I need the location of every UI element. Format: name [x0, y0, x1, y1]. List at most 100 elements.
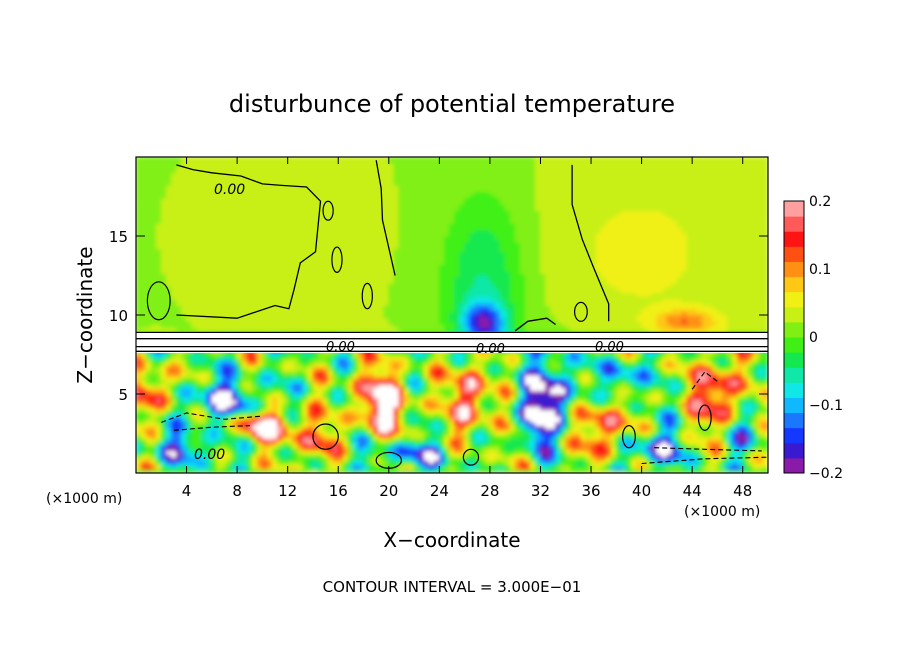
heatmap-cell	[302, 169, 309, 174]
heatmap-cell	[201, 355, 208, 360]
heatmap-cell	[287, 270, 294, 275]
heatmap-cell	[287, 399, 294, 404]
heatmap-cell	[353, 191, 359, 196]
heatmap-cell	[211, 352, 218, 357]
heatmap-cell	[155, 469, 162, 473]
heatmap-cell	[262, 248, 268, 253]
heatmap-cell	[246, 200, 253, 205]
heatmap-cell	[145, 301, 152, 306]
heatmap-cell	[332, 181, 339, 186]
heatmap-cell	[176, 444, 182, 449]
heatmap-cell	[322, 283, 329, 287]
heatmap-cell	[236, 210, 243, 215]
heatmap-cell	[262, 283, 268, 287]
heatmap-cell	[262, 226, 268, 231]
heatmap-cell	[186, 207, 193, 212]
heatmap-cell	[170, 213, 177, 218]
heatmap-cell	[282, 210, 289, 215]
heatmap-cell	[150, 324, 157, 329]
heatmap-cell	[262, 456, 268, 461]
heatmap-cell	[373, 267, 380, 272]
heatmap-cell	[236, 371, 243, 376]
heatmap-cell	[347, 197, 354, 202]
heatmap-cell	[287, 415, 294, 420]
heatmap-cell	[332, 434, 339, 439]
heatmap-cell	[332, 387, 339, 392]
heatmap-cell	[145, 200, 152, 205]
heatmap-cell	[332, 292, 339, 297]
heatmap-cell	[236, 358, 243, 363]
heatmap-cell	[277, 403, 284, 408]
heatmap-cell	[327, 374, 334, 379]
heatmap-cell	[186, 324, 193, 329]
heatmap-cell	[373, 248, 380, 253]
heatmap-cell	[378, 314, 385, 319]
heatmap-cell	[282, 213, 289, 218]
heatmap-cell	[191, 279, 198, 284]
heatmap-cell	[191, 403, 198, 408]
heatmap-cell	[358, 248, 364, 253]
heatmap-cell	[241, 415, 248, 420]
heatmap-cell	[262, 279, 268, 284]
heatmap-cell	[211, 466, 218, 471]
heatmap-cell	[337, 374, 344, 379]
heatmap-cell	[383, 469, 390, 473]
heatmap-cell	[287, 248, 294, 253]
heatmap-cell	[145, 431, 152, 436]
heatmap-cell	[136, 238, 142, 243]
heatmap-cell	[262, 415, 268, 420]
heatmap-cell	[231, 270, 238, 275]
heatmap-cell	[150, 232, 157, 237]
heatmap-cell	[322, 188, 329, 193]
heatmap-cell	[262, 441, 268, 445]
heatmap-cell	[322, 314, 329, 319]
heatmap-cell	[170, 374, 177, 379]
heatmap-cell	[170, 292, 177, 297]
heatmap-cell	[170, 327, 177, 332]
heatmap-cell	[165, 453, 172, 458]
heatmap-cell	[373, 301, 380, 306]
heatmap-cell	[211, 456, 218, 461]
heatmap-cell	[176, 241, 182, 246]
heatmap-cell	[145, 267, 152, 272]
heatmap-cell	[216, 251, 223, 256]
heatmap-cell	[221, 324, 228, 329]
heatmap-cell	[297, 181, 304, 186]
heatmap-cell	[181, 188, 187, 193]
heatmap-cell	[191, 207, 198, 212]
heatmap-cell	[307, 453, 314, 458]
heatmap-cell	[145, 210, 152, 215]
heatmap-cell	[302, 292, 309, 297]
heatmap-cell	[373, 324, 380, 329]
heatmap-cell	[347, 444, 354, 449]
heatmap-cell	[251, 447, 258, 452]
heatmap-cell	[277, 456, 284, 461]
heatmap-cell	[337, 393, 344, 398]
heatmap-cell	[216, 447, 223, 452]
heatmap-cell	[181, 232, 187, 237]
heatmap-cell	[226, 185, 233, 189]
heatmap-cell	[378, 412, 385, 417]
heatmap-cell	[312, 235, 319, 240]
heatmap-cell	[170, 437, 177, 442]
heatmap-cell	[246, 257, 253, 262]
heatmap-cell	[378, 434, 385, 439]
heatmap-cell	[272, 396, 278, 401]
heatmap-cell	[196, 200, 203, 205]
heatmap-cell	[262, 308, 268, 313]
heatmap-cell	[196, 241, 203, 246]
heatmap-cell	[282, 289, 289, 294]
heatmap-cell	[322, 181, 329, 186]
heatmap-cell	[211, 409, 218, 414]
heatmap-cell	[155, 194, 162, 199]
heatmap-cell	[150, 178, 157, 183]
heatmap-cell	[363, 251, 369, 256]
heatmap-cell	[251, 324, 258, 329]
heatmap-cell	[196, 396, 203, 401]
heatmap-cell	[287, 387, 294, 392]
heatmap-cell	[226, 406, 233, 411]
heatmap-cell	[353, 358, 359, 363]
heatmap-cell	[231, 210, 238, 215]
heatmap-cell	[277, 412, 284, 417]
heatmap-cell	[302, 305, 309, 310]
